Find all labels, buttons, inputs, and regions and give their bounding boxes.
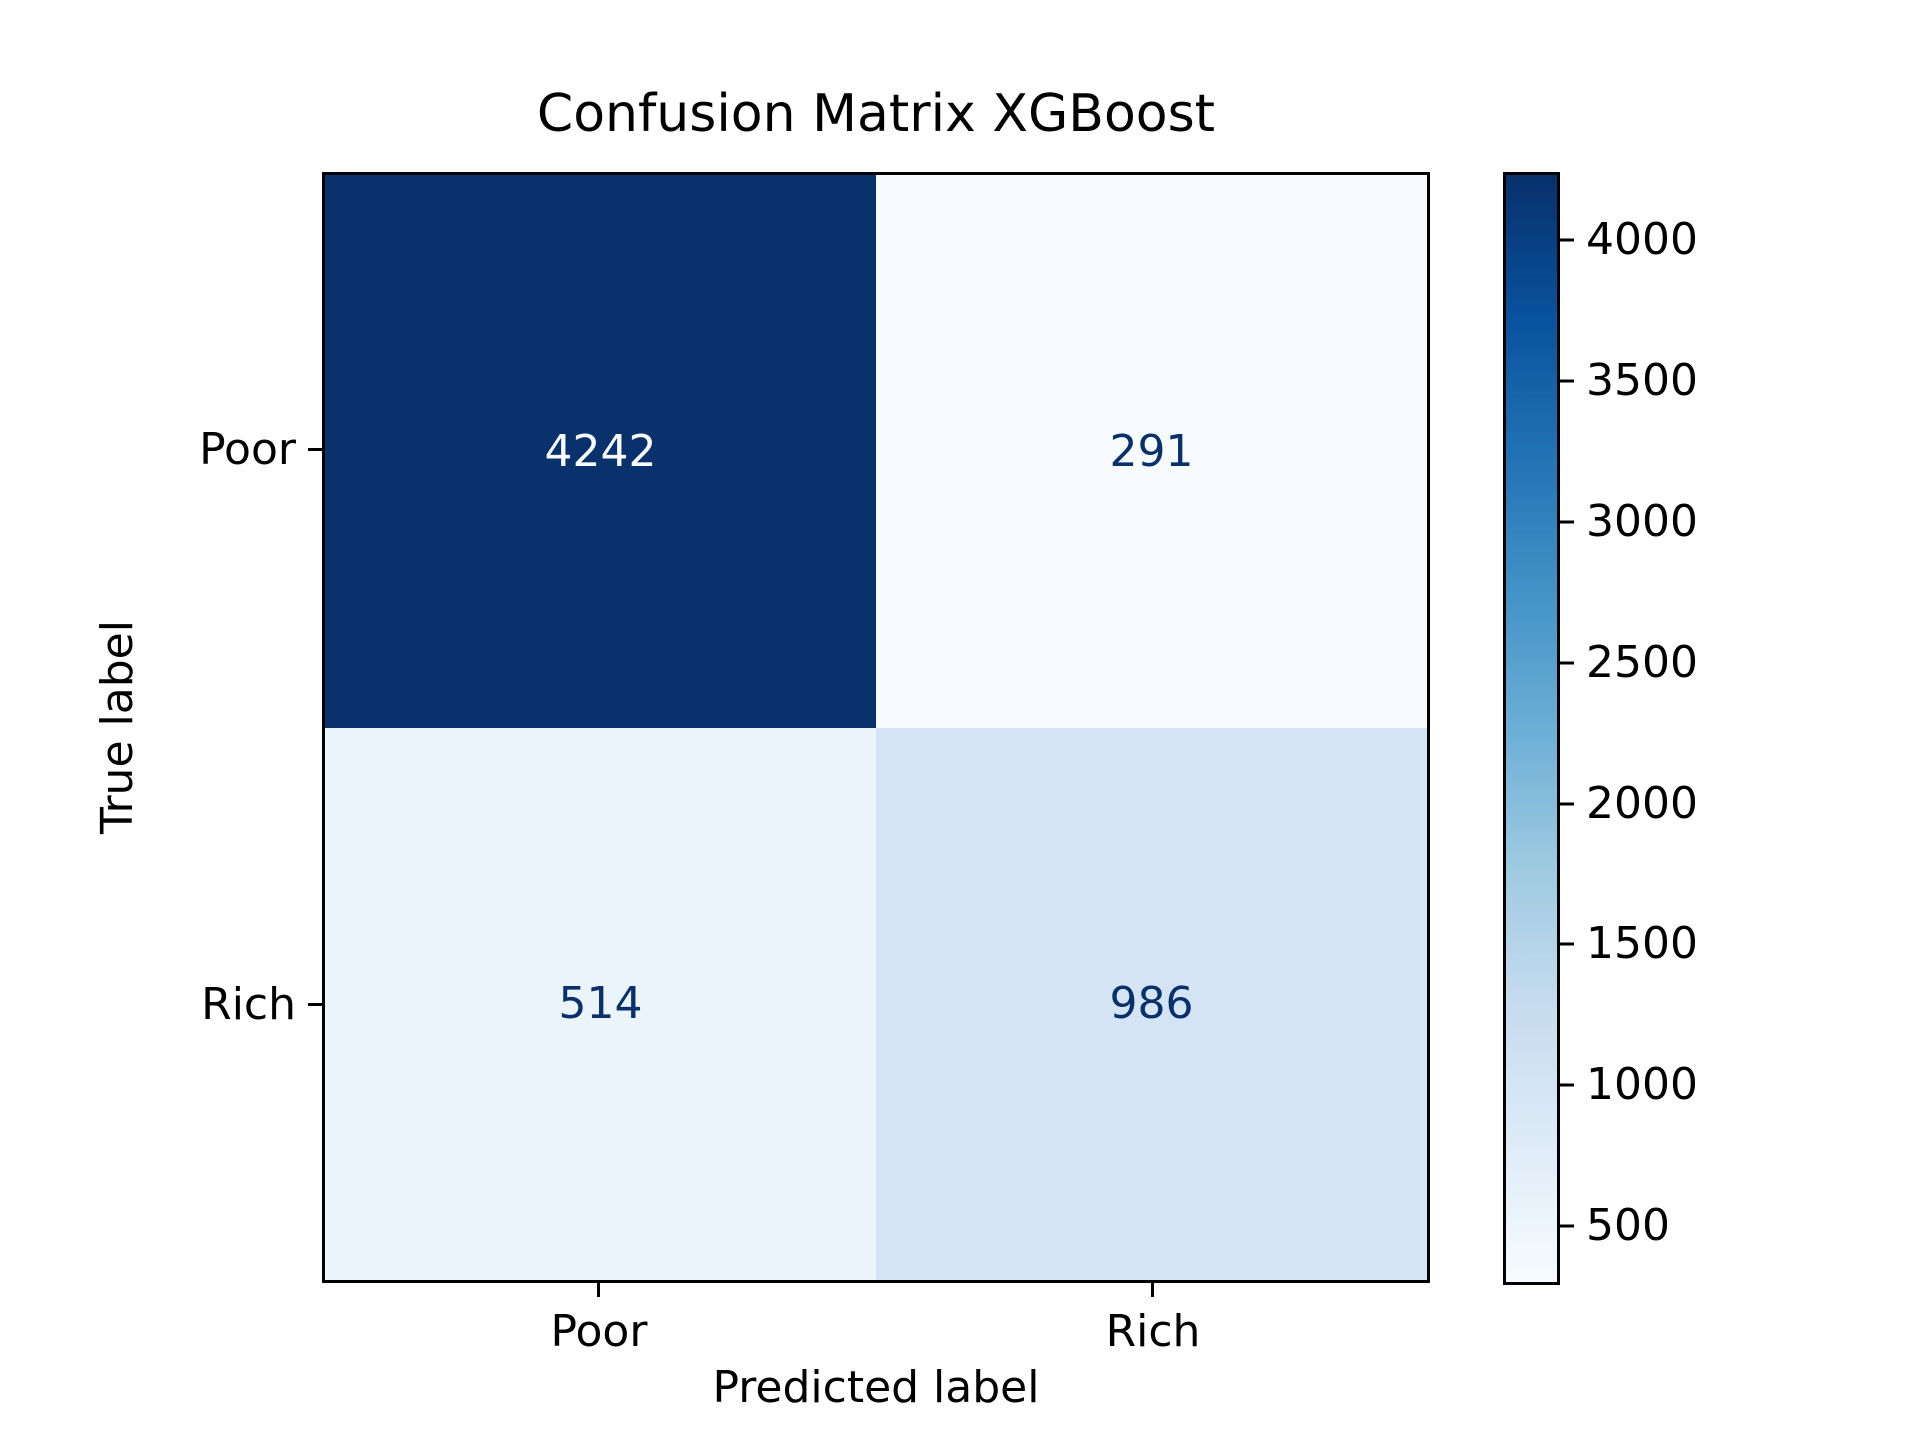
- ytick-label-poor: Poor: [199, 424, 296, 475]
- colorbar-tick-label: 1500: [1586, 918, 1698, 970]
- colorbar-tick-mark: [1560, 1083, 1574, 1087]
- colorbar-tick-mark: [1560, 661, 1574, 665]
- colorbar-tick-label: 500: [1586, 1200, 1670, 1252]
- colorbar-ticks: 4000 3500 3000 2500 2000 1500 1000 500: [1560, 172, 1860, 1285]
- colorbar-tick-label: 2500: [1586, 636, 1698, 688]
- colorbar-tick-mark: [1560, 1224, 1574, 1228]
- y-axis-label: True label: [92, 620, 143, 834]
- cell-value: 4242: [544, 425, 657, 477]
- matrix-cell-true-poor-pred-poor: 4242: [325, 175, 876, 728]
- cell-value: 986: [1109, 978, 1194, 1030]
- heatmap-plot-area: 4242 291 514 986: [322, 172, 1430, 1283]
- colorbar-tick-mark: [1560, 379, 1574, 383]
- matrix-cell-true-poor-pred-rich: 291: [876, 175, 1427, 728]
- cell-value: 514: [558, 978, 643, 1030]
- colorbar-tick-mark: [1560, 520, 1574, 524]
- xtick-label-poor: Poor: [550, 1306, 648, 1357]
- chart-title: Confusion Matrix XGBoost: [536, 84, 1216, 144]
- xtick-label-rich: Rich: [1105, 1306, 1201, 1357]
- colorbar-tick-label: 1000: [1586, 1059, 1698, 1111]
- colorbar-tick-mark: [1560, 238, 1574, 242]
- ytick-label-rich: Rich: [201, 979, 296, 1030]
- matrix-cell-true-rich-pred-poor: 514: [325, 727, 876, 1280]
- colorbar-tick-label: 3000: [1586, 495, 1698, 547]
- matrix-cell-true-rich-pred-rich: 986: [876, 727, 1427, 1280]
- colorbar-tick-mark: [1560, 802, 1574, 806]
- ytick-mark-rich: [308, 1003, 322, 1006]
- colorbar-tick-label: 3500: [1586, 355, 1698, 407]
- ytick-mark-poor: [308, 448, 322, 451]
- colorbar-gradient: [1503, 172, 1560, 1285]
- colorbar-tick-label: 4000: [1586, 214, 1698, 266]
- colorbar-tick-label: 2000: [1586, 777, 1698, 829]
- xtick-mark-poor: [597, 1283, 600, 1297]
- cell-value: 291: [1109, 425, 1194, 477]
- colorbar-tick-mark: [1560, 942, 1574, 946]
- xtick-mark-rich: [1151, 1283, 1154, 1297]
- x-axis-label: Predicted label: [712, 1362, 1040, 1413]
